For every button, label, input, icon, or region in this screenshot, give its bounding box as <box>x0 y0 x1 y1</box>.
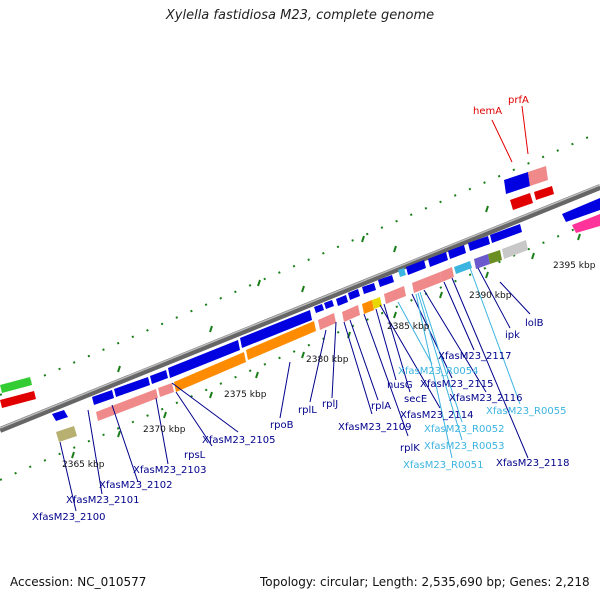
gene-label: XfasM23_R0052 <box>424 424 504 435</box>
genome-backbone <box>0 184 600 433</box>
gene-label: XfasM23_2100 <box>32 512 106 523</box>
gene-label: XfasM23_R0054 <box>398 366 478 377</box>
inner-dotted-track <box>0 217 600 481</box>
axis-label: 2365 kbp <box>62 460 105 470</box>
axis-label: 2370 kbp <box>143 425 186 435</box>
gene-label: XfasM23_2109 <box>338 422 412 433</box>
gene-label: hemA <box>473 106 502 117</box>
gene-label: XfasM23_2115 <box>420 379 494 390</box>
gene-label: XfasM23_2114 <box>400 410 474 421</box>
accession-text: Accession: NC_010577 <box>10 575 147 589</box>
hemA-feature <box>504 172 530 194</box>
gene-label: XfasM23_2117 <box>438 351 512 362</box>
gene-label: rplL <box>298 405 317 416</box>
feature-blocks <box>0 166 600 442</box>
gene-label: XfasM23_R0051 <box>403 460 483 471</box>
gene-label: XfasM23_R0053 <box>424 441 504 452</box>
green-feature <box>0 377 32 393</box>
gene-label: nusG <box>387 380 413 391</box>
gene-label: rplK <box>400 443 420 454</box>
gene-labels: XfasM23_2100 XfasM23_2101 XfasM23_2102 X… <box>32 95 570 523</box>
gene-label: secE <box>404 394 427 405</box>
genome-backbone-highlight <box>0 184 600 429</box>
map-title: Xylella fastidiosa M23, complete genome <box>165 8 435 23</box>
axis-labels: 2365 kbp 2370 kbp 2375 kbp 2380 kbp 2385… <box>62 261 596 470</box>
gene-label: rplA <box>371 401 391 412</box>
prfA-feature <box>528 166 548 186</box>
axis-label: 2390 kbp <box>469 291 512 301</box>
gene-label: XfasM23_2116 <box>449 393 523 404</box>
gene-label: XfasM23_2101 <box>66 495 140 506</box>
gene-label: XfasM23_2102 <box>99 480 173 491</box>
gene-label: XfasM23_2103 <box>133 465 207 476</box>
gene-label: XfasM23_2105 <box>202 435 276 446</box>
gene-label: lolB <box>525 318 544 329</box>
red-feature-left <box>0 391 36 408</box>
gene-label: rplJ <box>322 399 338 410</box>
axis-ticks <box>71 205 581 459</box>
label-connectors <box>59 105 531 512</box>
axis-label: 2395 kbp <box>553 261 596 271</box>
gene-label: XfasM23_2118 <box>496 458 570 469</box>
axis-label: 2385 kbp <box>387 322 430 332</box>
axis-label: 2380 kbp <box>306 355 349 365</box>
gene-label: prfA <box>508 95 529 106</box>
topology-text: Topology: circular; Length: 2,535,690 bp… <box>260 575 590 589</box>
gene-label: ipk <box>505 330 520 341</box>
axis-label: 2375 kbp <box>224 390 267 400</box>
khaki-feature <box>56 426 77 442</box>
gene-label: rpoB <box>270 420 294 431</box>
cds-2100 <box>52 410 68 421</box>
outer-dotted-track <box>0 131 600 396</box>
gene-label: XfasM23_R0055 <box>486 406 566 417</box>
gene-label: rpsL <box>184 450 206 461</box>
